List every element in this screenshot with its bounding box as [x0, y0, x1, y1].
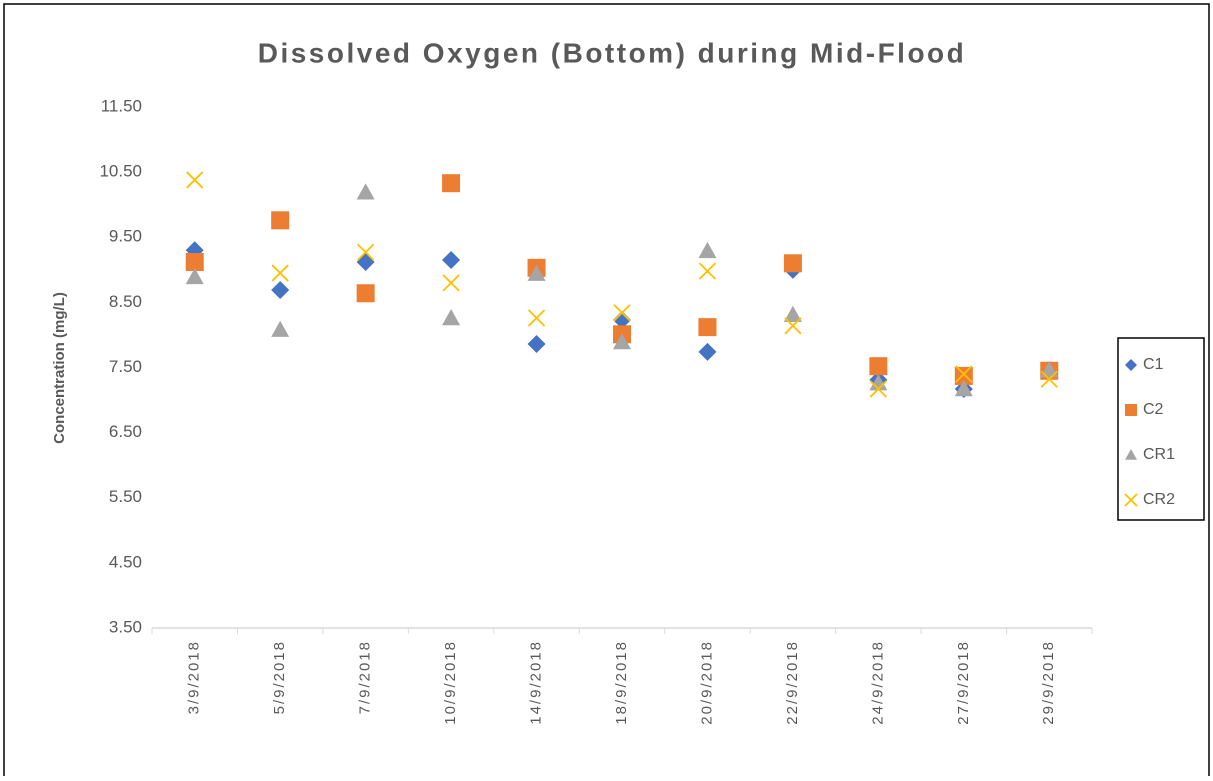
point — [442, 251, 461, 270]
point — [613, 304, 631, 322]
x-tick-label: 3/9/2018 — [186, 640, 203, 714]
point — [954, 366, 973, 385]
point — [698, 318, 717, 337]
point — [613, 310, 631, 329]
chart-title: Dissolved Oxygen (Bottom) during Mid-Flo… — [258, 37, 967, 68]
x-tick-label: 29/9/2018 — [1040, 640, 1057, 725]
y-tick-label: 4.50 — [109, 552, 142, 571]
chart-frame — [3, 3, 1210, 781]
point — [698, 241, 717, 259]
y-tick-label: 5.50 — [109, 487, 142, 506]
point — [955, 365, 973, 383]
x-tick-label: 18/9/2018 — [613, 640, 630, 725]
point — [869, 374, 888, 391]
point — [271, 281, 290, 300]
point — [271, 211, 290, 230]
legend-label: C2 — [1143, 401, 1164, 418]
point — [442, 274, 460, 292]
point — [783, 305, 802, 322]
x-tick-label: 7/9/2018 — [357, 640, 374, 714]
point — [698, 342, 717, 361]
point — [1040, 361, 1059, 378]
point — [186, 171, 204, 189]
point — [954, 379, 973, 397]
point — [869, 357, 888, 376]
point — [527, 335, 546, 354]
x-tick-label: 22/9/2018 — [784, 640, 801, 725]
legend-label: CR1 — [1143, 446, 1175, 463]
x-tick-label: 24/9/2018 — [869, 640, 886, 725]
point — [783, 254, 802, 273]
legend-marker — [1124, 493, 1138, 507]
y-tick-label: 6.50 — [109, 422, 142, 441]
x-tick-label: 27/9/2018 — [955, 640, 972, 725]
y-tick-label: 8.50 — [109, 292, 142, 311]
x-tick-label: 5/9/2018 — [271, 640, 288, 714]
x-tick-label: 20/9/2018 — [698, 640, 715, 725]
point — [527, 309, 546, 327]
legend-marker — [1125, 449, 1137, 460]
legend-label: C1 — [1143, 356, 1164, 373]
x-tick-label: 10/9/2018 — [442, 640, 459, 725]
y-tick-label: 11.50 — [101, 96, 142, 115]
point — [356, 183, 375, 200]
point — [1040, 370, 1058, 388]
y-axis-label: Concentration (mg/L) — [51, 292, 68, 444]
point — [271, 320, 290, 337]
point — [784, 317, 802, 335]
point — [442, 309, 461, 326]
point — [613, 333, 631, 350]
legend-label: CR2 — [1143, 491, 1175, 508]
y-tick-label: 9.50 — [109, 227, 142, 246]
y-tick-label: 3.50 — [109, 617, 142, 636]
point — [185, 252, 204, 271]
point — [698, 262, 717, 280]
point — [442, 174, 461, 193]
y-tick-label: 7.50 — [109, 357, 142, 376]
point — [356, 243, 375, 261]
legend-marker — [1125, 359, 1137, 371]
point — [356, 284, 375, 303]
legend-marker — [1125, 404, 1137, 416]
y-tick-label: 10.50 — [99, 162, 142, 181]
point — [869, 380, 888, 398]
x-tick-label: 14/9/2018 — [528, 640, 545, 725]
point — [271, 264, 289, 282]
point — [527, 264, 546, 281]
point — [185, 267, 204, 285]
